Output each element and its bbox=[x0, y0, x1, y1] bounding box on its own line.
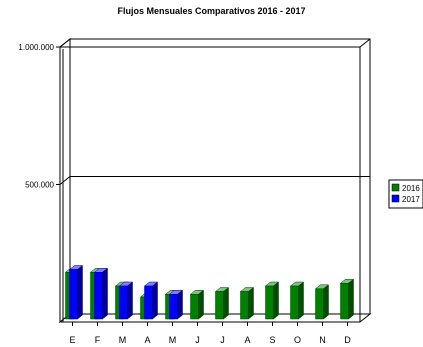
bar-2017 bbox=[119, 285, 128, 320]
legend-swatch-2017 bbox=[391, 194, 400, 203]
x-tick-label: N bbox=[319, 335, 326, 345]
bar-2016 bbox=[290, 285, 299, 320]
bar-side-2016 bbox=[198, 289, 204, 320]
x-tick-label: F bbox=[95, 335, 101, 345]
bar-2017 bbox=[94, 272, 103, 320]
x-tick-label: O bbox=[294, 335, 301, 345]
legend-swatch-2016 bbox=[391, 183, 400, 192]
bar-side-2016 bbox=[323, 284, 329, 320]
x-tick-label: E bbox=[69, 335, 75, 345]
bar-2017 bbox=[169, 294, 178, 320]
bar-side-2016 bbox=[223, 286, 229, 320]
y-tick-label: 1.000.000 bbox=[18, 43, 54, 52]
legend-label: 2016 bbox=[402, 184, 420, 193]
bar-2016 bbox=[215, 291, 224, 320]
bar-side-2016 bbox=[298, 281, 304, 320]
x-tick-label: S bbox=[269, 335, 275, 345]
bar-2016 bbox=[265, 285, 274, 320]
x-tick-label: J bbox=[195, 335, 200, 345]
bar-2017 bbox=[144, 285, 153, 320]
bar-side-2017 bbox=[127, 281, 133, 320]
x-tick-label: D bbox=[344, 335, 351, 345]
bar-2016 bbox=[190, 294, 199, 320]
bar-side-2016 bbox=[273, 281, 279, 320]
x-tick-label: J bbox=[220, 335, 225, 345]
bar-side-2016 bbox=[248, 286, 254, 320]
x-tick-label: M bbox=[119, 335, 127, 345]
y-tick-label: 500.000 bbox=[25, 181, 54, 190]
chart-title: Flujos Mensuales Comparativos 2016 - 201… bbox=[117, 6, 306, 16]
frame-edge bbox=[359, 38, 371, 48]
grid-line-side bbox=[59, 176, 71, 185]
bar-2016 bbox=[315, 288, 324, 320]
x-tick-label: A bbox=[144, 335, 150, 345]
bar-side-2017 bbox=[77, 264, 83, 320]
bar-side-2016 bbox=[348, 278, 354, 320]
x-tick-label: M bbox=[169, 335, 177, 345]
bar-2017 bbox=[69, 269, 78, 320]
bar-side-2017 bbox=[177, 289, 183, 320]
grid-line-side bbox=[59, 38, 71, 48]
legend-label: 2017 bbox=[402, 195, 420, 204]
bar-2016 bbox=[340, 283, 349, 320]
bar-side-2017 bbox=[152, 281, 158, 320]
bar-side-2017 bbox=[102, 267, 108, 320]
bar-2016 bbox=[240, 291, 249, 320]
x-tick-label: A bbox=[244, 335, 250, 345]
